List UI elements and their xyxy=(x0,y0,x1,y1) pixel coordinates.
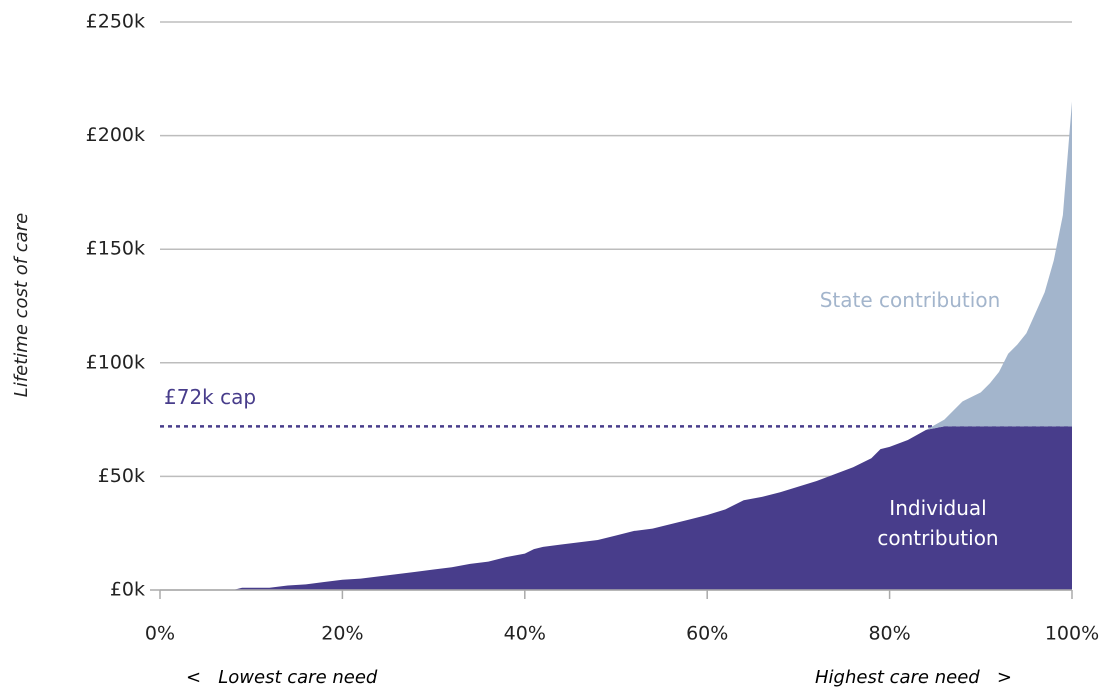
x-tick-label: 40% xyxy=(504,623,546,645)
x-annotation: Highest care need > xyxy=(815,667,1012,688)
y-tick-label: £0k xyxy=(110,579,145,601)
y-tick-label: £100k xyxy=(86,351,145,373)
x-tick-label: 80% xyxy=(868,623,910,645)
x-tick-label: 0% xyxy=(145,623,175,645)
x-tick-label: 100% xyxy=(1045,623,1099,645)
y-axis-label: Lifetime cost of care xyxy=(11,213,32,397)
y-tick-label: £250k xyxy=(86,11,145,33)
cap-label: £72k cap xyxy=(164,385,256,409)
x-annotation: < Lowest care need xyxy=(186,667,378,688)
series-label: State contribution xyxy=(819,288,1001,312)
x-tick-label: 60% xyxy=(686,623,728,645)
y-tick-label: £150k xyxy=(86,238,145,260)
area-0 xyxy=(160,426,1072,590)
x-tick-label: 20% xyxy=(321,623,363,645)
y-tick-label: £200k xyxy=(86,124,145,146)
series-label: Individual contribution xyxy=(877,496,999,550)
y-tick-label: £50k xyxy=(98,465,145,487)
